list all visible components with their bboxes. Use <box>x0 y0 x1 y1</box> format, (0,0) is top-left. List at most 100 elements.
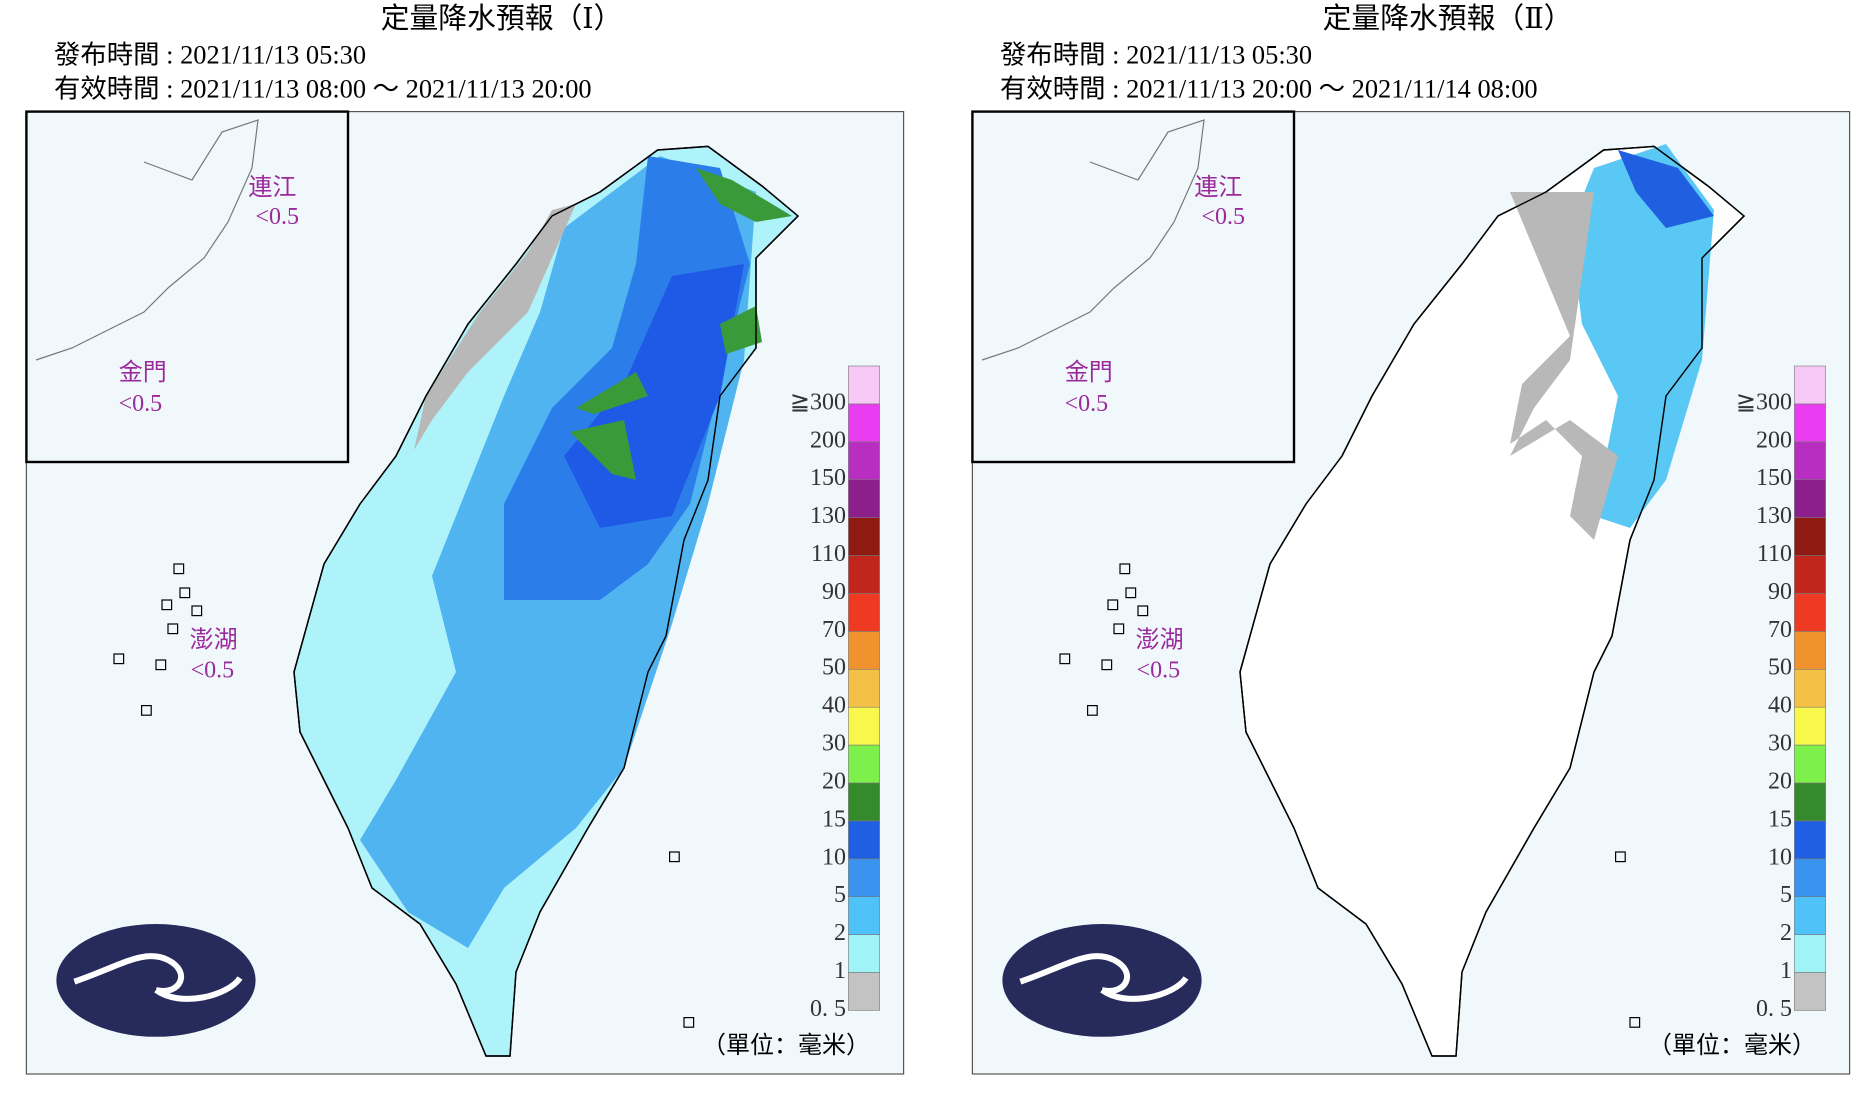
island <box>1059 653 1071 665</box>
legend-swatch <box>848 403 880 443</box>
legend-swatch <box>1794 403 1826 443</box>
island <box>1107 599 1119 611</box>
rain-area <box>1510 192 1618 540</box>
legend-label: 1 <box>1780 958 1792 984</box>
legend-label: 20 <box>822 768 846 794</box>
island <box>141 705 152 716</box>
legend-swatch <box>1794 820 1826 860</box>
legend-label: 2 <box>1780 920 1792 946</box>
logo-swirl <box>73 953 243 1002</box>
island <box>1137 605 1149 617</box>
legend-swatch <box>1794 479 1826 518</box>
island <box>179 587 191 599</box>
issue-time: 發布時間 : 2021/11/13 05:30 <box>54 40 366 70</box>
legend-label: 50 <box>822 655 846 681</box>
logo-swirl <box>1019 953 1189 1002</box>
island <box>155 659 167 671</box>
legend-label: 15 <box>1768 806 1792 832</box>
legend-swatch <box>1794 782 1826 822</box>
legend-swatch <box>848 365 880 405</box>
island <box>1101 659 1113 671</box>
island-name: 澎湖 <box>190 627 238 654</box>
island <box>1125 587 1137 599</box>
legend-swatch <box>1794 744 1826 784</box>
legend-label: 1 <box>834 958 846 984</box>
legend-swatch <box>848 896 880 935</box>
island-value: <0.5 <box>119 391 163 417</box>
island <box>167 623 179 635</box>
island-value: <0.5 <box>1137 658 1181 684</box>
legend-swatch <box>1794 668 1826 708</box>
legend-swatch <box>1794 896 1826 935</box>
island <box>173 563 185 575</box>
coastline <box>35 119 259 361</box>
legend-swatch <box>848 972 880 1011</box>
logo <box>1002 924 1202 1037</box>
rain-area <box>576 372 648 415</box>
island <box>113 653 125 665</box>
legend-swatch <box>848 631 880 670</box>
legend-label: 40 <box>822 693 846 719</box>
legend-label: 200 <box>810 427 846 453</box>
legend-label: 10 <box>1768 844 1792 870</box>
legend-label: 150 <box>1756 465 1792 491</box>
island <box>1615 851 1626 863</box>
rain-area <box>1570 144 1714 528</box>
island <box>1119 563 1131 575</box>
rain-area <box>414 204 576 451</box>
island-name: 連江 <box>1194 174 1242 201</box>
unit-label: （單位：毫米） <box>702 1032 870 1059</box>
logo <box>56 924 256 1037</box>
legend-swatch <box>1794 441 1826 481</box>
valid-time: 有效時間 : 2021/11/13 08:00 ～ 2021/11/13 20:… <box>54 73 592 103</box>
taiwan-outline <box>1239 145 1746 1057</box>
legend-swatch <box>1794 517 1826 556</box>
island <box>683 1017 695 1028</box>
legend-swatch <box>848 593 880 632</box>
legend-label: ≧300 <box>1736 389 1792 415</box>
island-value: <0.5 <box>191 658 235 684</box>
inset-frame <box>25 110 350 464</box>
legend-label: 0. 5 <box>1756 996 1792 1022</box>
legend-swatch <box>848 782 880 822</box>
legend-label: 90 <box>1768 579 1792 605</box>
legend-swatch <box>848 441 880 481</box>
legend-swatch <box>1794 593 1826 632</box>
legend-swatch <box>1794 555 1826 594</box>
island <box>1113 623 1125 635</box>
island-name: 澎湖 <box>1136 627 1184 654</box>
panel-title: 定量降水預報（Ⅱ） <box>1323 3 1573 35</box>
rain-area <box>1618 150 1714 229</box>
legend-swatch <box>1794 858 1826 897</box>
rain-area <box>720 306 762 354</box>
legend-swatch <box>848 555 880 594</box>
island-value: <0.5 <box>255 204 299 230</box>
island <box>191 605 203 617</box>
legend-label: 130 <box>1756 503 1792 529</box>
legend-swatch <box>848 934 880 973</box>
unit-label: （單位：毫米） <box>1648 1032 1816 1059</box>
island <box>161 599 173 611</box>
legend-swatch <box>1794 365 1826 405</box>
legend-label: 5 <box>1780 882 1792 908</box>
taiwan-outline <box>293 145 800 1057</box>
legend-label: 90 <box>822 579 846 605</box>
legend-label: 200 <box>1756 427 1792 453</box>
panel-title: 定量降水預報（Ⅰ） <box>381 3 623 35</box>
island-name: 金門 <box>1065 359 1113 386</box>
legend-swatch <box>1794 972 1826 1011</box>
rain-area <box>696 168 793 223</box>
legend-label: 130 <box>810 503 846 529</box>
legend-label: ≧300 <box>790 389 846 415</box>
legend-label: 110 <box>811 541 846 567</box>
island <box>1087 705 1098 716</box>
legend-label: 15 <box>822 806 846 832</box>
legend-label: 40 <box>1768 693 1792 719</box>
island-value: <0.5 <box>1065 391 1109 417</box>
island-value: <0.5 <box>1201 204 1245 230</box>
coastline <box>981 119 1205 361</box>
legend-label: 0. 5 <box>810 996 846 1022</box>
legend-label: 30 <box>822 731 846 757</box>
